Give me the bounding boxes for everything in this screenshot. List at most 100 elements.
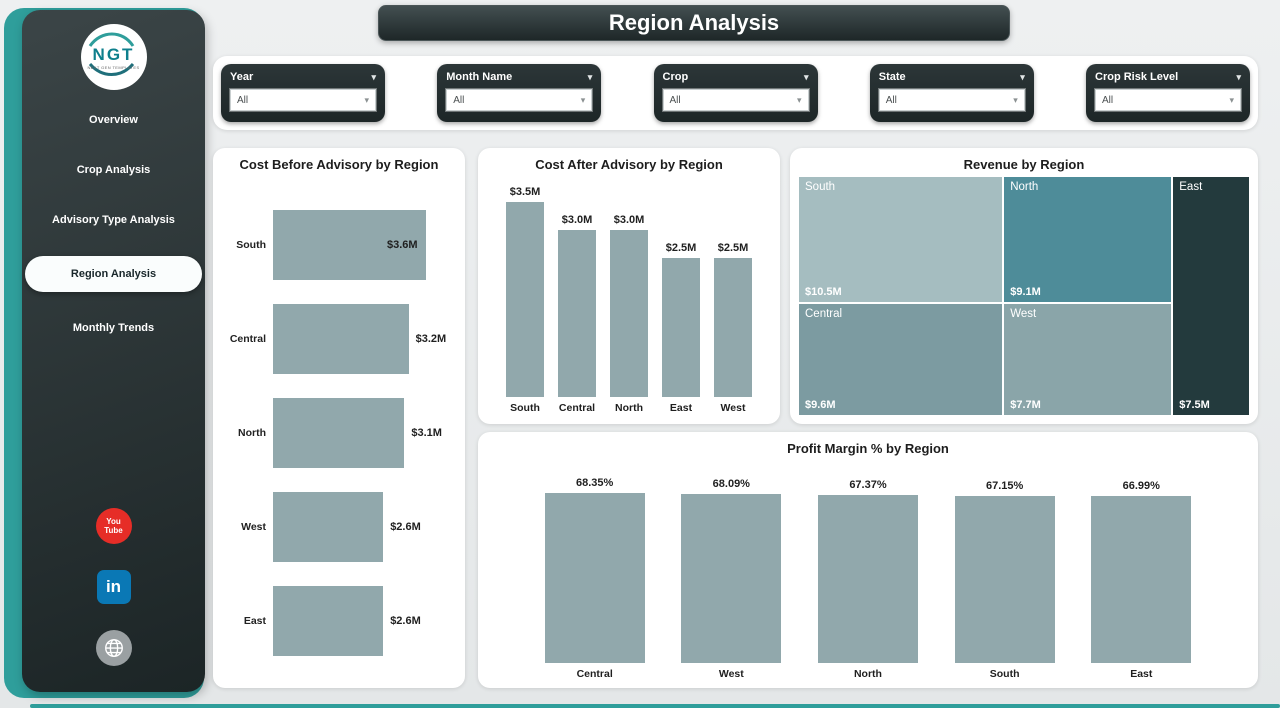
slicer-state-dropdown[interactable]: All ▾ [878,89,1025,111]
treemap-node-south[interactable]: South $10.5M [798,176,1004,304]
linkedin-label: in [105,577,122,596]
bar-south[interactable] [954,496,1055,663]
slicer-state: State ▾ All ▾ [869,64,1034,122]
cost-before-advisory-chart: South $3.6M Central $3.2M North $3.1M West $2.6… [225,210,451,656]
category-label: Central [576,668,613,680]
value-label: $3.5M [509,186,541,198]
category-label: East [243,615,266,627]
card-cost-before-advisory: Cost Before Advisory by Region South $3.6… [213,148,465,688]
treemap-node-east[interactable]: East $7.5M [1172,176,1250,416]
bar-west[interactable] [273,492,384,562]
bar-east[interactable] [662,258,700,397]
treemap-node-north[interactable]: North $9.1M [1003,176,1173,304]
category-label: North [853,668,882,680]
slicer-month-name-label: Month Name [446,71,513,83]
slicer-month-name: Month Name ▾ All ▾ [437,64,602,122]
chart-title-cost-after: Cost After Advisory by Region [535,157,723,172]
category-label: South [989,668,1020,680]
sidebar-item-crop-analysis[interactable]: Crop Analysis [76,164,151,176]
category-label: West [718,668,744,680]
logo-subtext: NEXT GEN TEMPLATES [87,64,140,70]
sidebar-item-overview[interactable]: Overview [89,114,138,126]
bar-column-south: 67.15% South [954,480,1055,682]
bar-east[interactable] [273,586,384,656]
linkedin-icon[interactable]: in [96,570,131,604]
bar-central[interactable] [273,304,409,374]
treemap-value-label: $10.5M [805,286,842,299]
bar-column-east: $2.5M East [662,242,700,416]
bar-column-west: $2.5M West [714,242,752,416]
chevron-down-icon: ▾ [364,94,369,105]
bar-north[interactable] [817,495,918,663]
bar-north[interactable] [610,230,648,397]
slicer-crop-header[interactable]: Crop ▾ [663,71,809,83]
chevron-down-icon: ▾ [1020,71,1025,82]
slicer-month-name-dropdown[interactable]: All ▾ [446,89,593,111]
slicer-crop-risk-level: Crop Risk Level ▾ All ▾ [1086,64,1250,122]
category-label: West [241,521,266,533]
bar-east[interactable] [1091,496,1192,663]
treemap-region-label: West [1010,308,1037,321]
chevron-down-icon: ▾ [1013,94,1018,105]
bar-track: $2.6M [273,586,451,656]
bar-central[interactable] [544,493,645,663]
bar-column-west: 68.09% West [681,478,782,682]
sidebar-item-advisory-type-analysis[interactable]: Advisory Type Analysis [52,214,175,226]
category-label: South [510,402,540,414]
slicer-year-dropdown[interactable]: All ▾ [230,89,376,111]
slicer-crop-dropdown[interactable]: All ▾ [662,89,809,111]
bar-column-central: $3.0M Central [558,214,596,416]
bar-north[interactable] [273,398,405,468]
bar-south[interactable] [506,202,544,397]
treemap-region-label: North [1010,181,1039,193]
revenue-treemap: South $10.5M North $9.1M East $7.5M Central $9.… [798,176,1250,416]
slicer-month-name-header[interactable]: Month Name ▾ [446,71,592,83]
slicer-crop-risk-level-value: All [1102,94,1114,106]
bar-track: $3.6M [273,210,451,280]
card-revenue-by-region: Revenue by Region South $10.5M North $9.1M E… [790,148,1258,424]
bar-column-central: 68.35% Central [544,477,645,682]
chevron-down-icon: ▾ [371,71,376,82]
bar-west[interactable] [714,258,752,397]
category-label: North [615,402,643,414]
category-label: Central [558,402,596,414]
bar-row-south: South $3.6M [225,210,451,280]
value-label: $2.5M [717,242,749,254]
sidebar: NGT NEXT GEN TEMPLATES Overview Crop Ana… [22,10,205,692]
bar-west[interactable] [681,494,782,663]
chart-title-revenue: Revenue by Region [963,157,1085,172]
sidebar-item-monthly-trends[interactable]: Monthly Trends [72,322,155,334]
bar-central[interactable] [558,230,596,397]
slicer-crop: Crop ▾ All ▾ [653,64,818,122]
slicer-crop-risk-level-header[interactable]: Crop Risk Level ▾ [1095,71,1241,83]
category-label: East [1130,668,1153,680]
value-label: $2.5M [665,242,697,254]
youtube-icon[interactable]: You Tube [95,508,132,544]
treemap-node-central[interactable]: Central $9.6M [798,303,1004,416]
slicer-year-header[interactable]: Year ▾ [230,71,376,83]
treemap-node-west[interactable]: West $7.7M [1003,303,1173,416]
logo-text: NGT [92,44,135,64]
page-title-bar: Region Analysis [378,5,1010,41]
chevron-down-icon: ▾ [1229,94,1234,105]
sidebar-item-region-analysis[interactable]: Region Analysis [25,256,202,292]
treemap-value-label: $7.7M [1010,398,1041,411]
category-label: South [236,239,266,251]
bar-track: $3.1M [273,398,451,468]
treemap-value-label: $7.5M [1179,399,1210,411]
value-label: $3.0M [561,214,593,226]
bar-column-east: 66.99% East [1091,480,1192,682]
slicer-state-header[interactable]: State ▾ [879,71,1025,83]
card-profit-margin: Profit Margin % by Region 68.35% Central 6… [478,432,1258,688]
bar-row-central: Central $3.2M [225,304,451,374]
website-globe-icon[interactable] [95,630,132,666]
page-title: Region Analysis [608,10,780,35]
slicer-crop-risk-level-dropdown[interactable]: All ▾ [1095,89,1241,111]
value-label: 68.09% [712,478,750,490]
treemap-value-label: $9.1M [1010,286,1041,299]
social-links: You Tube in [95,508,132,666]
bar-south[interactable]: $3.6M [273,210,426,280]
slicer-month-name-value: All [453,94,465,106]
chevron-down-icon: ▾ [803,71,809,82]
